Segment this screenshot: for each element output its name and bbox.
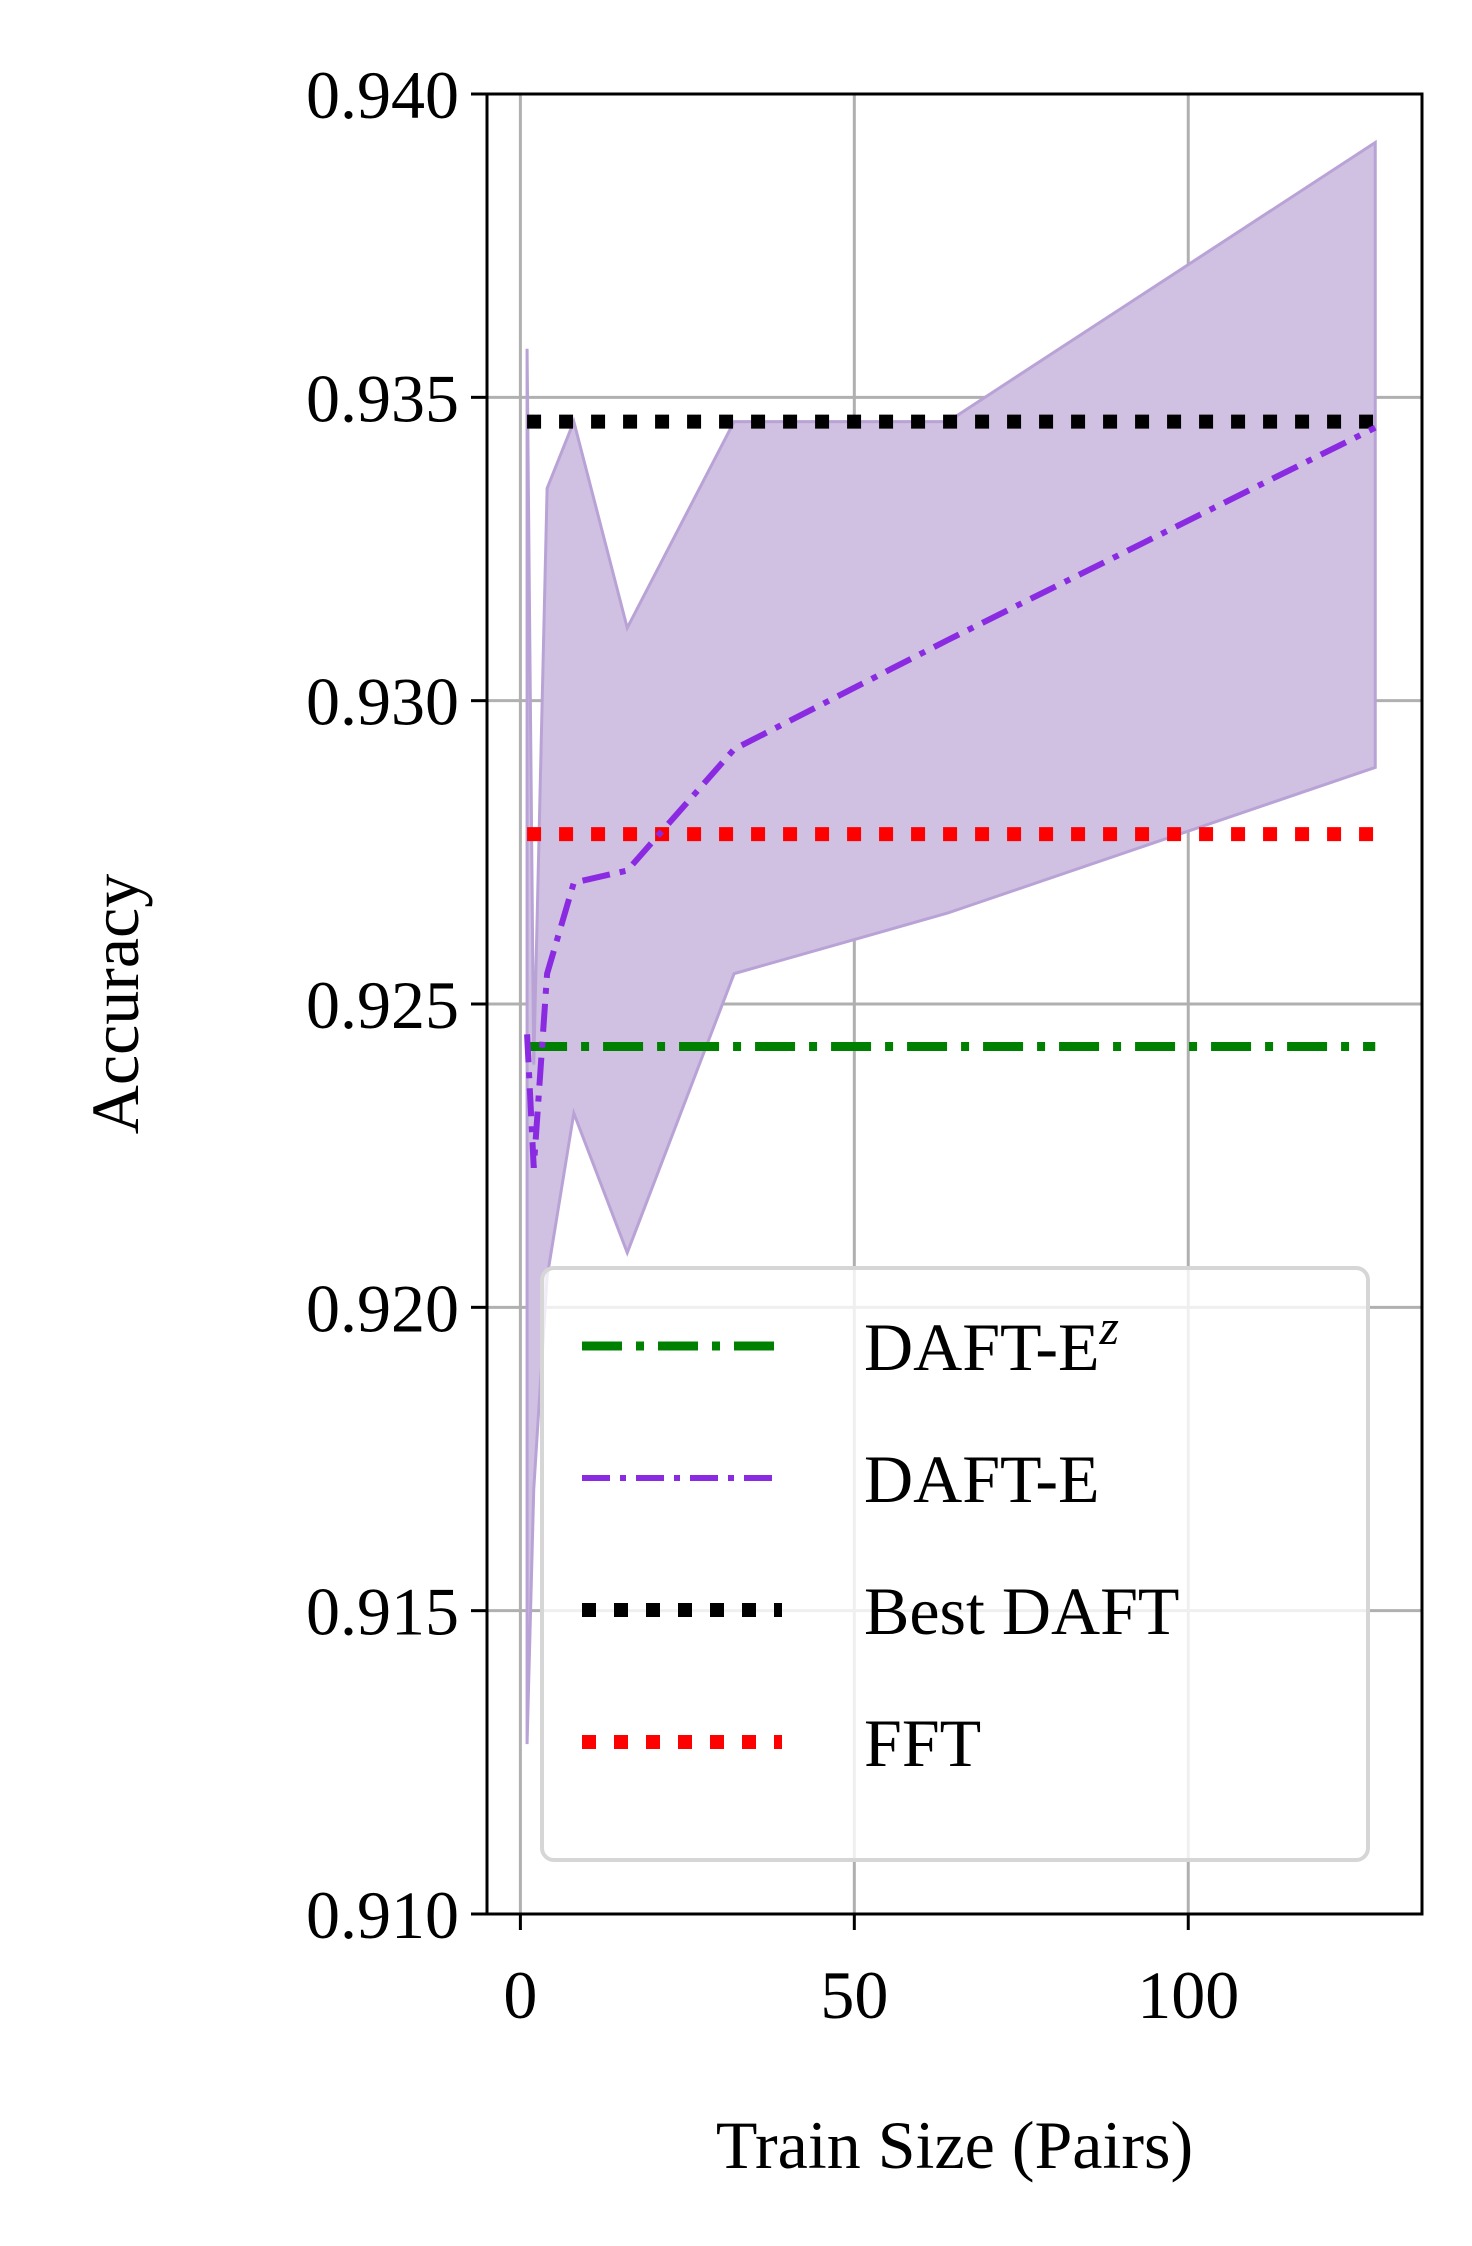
- y-axis-label: Accuracy: [77, 874, 153, 1134]
- y-tick-label: 0.915: [306, 1574, 459, 1650]
- y-tick-label: 0.925: [306, 967, 459, 1043]
- y-tick-label: 0.935: [306, 360, 459, 436]
- legend-label: Best DAFT: [864, 1573, 1179, 1649]
- legend-label: FFT: [864, 1705, 981, 1781]
- axis-ticks: 0 50 100 0.910 0.915 0.920 0.925 0.930 0.935 0.94…: [306, 57, 1239, 2033]
- legend-box: [540, 1266, 1370, 1862]
- series-lines: [524, 414, 1377, 1169]
- y-tick-label: 0.910: [306, 1877, 459, 1953]
- legend: DAFT-Ez DAFT-E Best DAFT FFT: [540, 1266, 1370, 1862]
- x-tick-label: 100: [1137, 1957, 1239, 2033]
- legend-label: DAFT-E: [864, 1441, 1100, 1517]
- x-tick-label: 50: [820, 1957, 888, 2033]
- y-tick-label: 0.920: [306, 1270, 459, 1346]
- series-line: [524, 424, 1377, 1169]
- y-tick-label: 0.930: [306, 664, 459, 740]
- y-tick-label: 0.940: [306, 57, 459, 133]
- x-axis-label: Train Size (Pairs): [716, 2107, 1193, 2183]
- x-tick-label: 0: [503, 1957, 537, 2033]
- legend-label-superscript: z: [1099, 1299, 1119, 1355]
- legend-label: DAFT-Ez: [864, 1299, 1119, 1385]
